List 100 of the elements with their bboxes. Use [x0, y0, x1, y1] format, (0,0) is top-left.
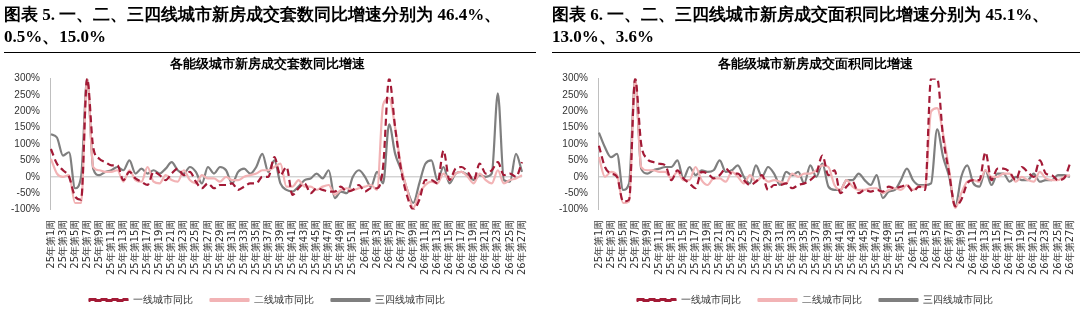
x-tick-label: 25年第7周	[80, 219, 92, 269]
x-tick-label: 26年第13周	[979, 219, 991, 275]
y-tick-label: 100%	[14, 137, 41, 149]
x-tick-label: 26年第1周	[906, 219, 918, 269]
x-tick-label: 25年第37周	[809, 219, 821, 275]
x-tick-label: 26年第27周	[515, 219, 527, 275]
x-tick-label: 25年第15周	[129, 219, 141, 275]
x-tick-label: 26年第23周	[491, 219, 503, 275]
x-tick-label: 25年第5周	[616, 219, 628, 269]
x-tick-label: 25年第41周	[834, 219, 846, 275]
x-tick-label: 25年第29周	[213, 219, 225, 275]
y-tick-label: 0%	[25, 170, 41, 182]
chart-subtitle: 各能级城市新房成交套数同比增速	[168, 56, 366, 72]
x-tick-label: 25年第19周	[153, 219, 165, 275]
x-tick-label: 26年第25周	[1051, 219, 1063, 275]
x-tick-label: 26年第15周	[443, 219, 455, 275]
x-tick-label: 25年第33周	[237, 219, 249, 275]
x-tick-label: 25年第51周	[894, 219, 906, 275]
x-tick-label: 26年第17周	[1003, 219, 1015, 275]
x-tick-label: 25年第13周	[664, 219, 676, 275]
x-tick-label: 26年第7周	[394, 219, 406, 269]
x-tick-label: 26年第5周	[382, 219, 394, 269]
y-tick-label: 100%	[562, 137, 589, 149]
x-tick-label: 26年第3周	[370, 219, 382, 269]
x-tick-label: 25年第35周	[249, 219, 261, 275]
y-tick-label: 50%	[19, 154, 41, 166]
x-tick-label: 26年第5周	[930, 219, 942, 269]
y-tick-label: -100%	[11, 203, 41, 215]
x-tick-label: 25年第5周	[68, 219, 80, 269]
x-tick-label: 25年第51周	[346, 219, 358, 275]
legend-label: 三四线城市同比	[374, 293, 445, 305]
x-tick-label: 26年第23周	[1039, 219, 1051, 275]
x-tick-label: 25年第47周	[870, 219, 882, 275]
x-tick-label: 25年第49周	[882, 219, 894, 275]
legend-label: 二线城市同比	[801, 293, 862, 305]
x-tick-label: 25年第45周	[310, 219, 322, 275]
x-tick-label: 25年第23周	[177, 219, 189, 275]
x-tick-label: 25年第21周	[165, 219, 177, 275]
x-tick-label: 25年第43周	[846, 219, 858, 275]
x-tick-label: 26年第19周	[467, 219, 479, 275]
y-tick-label: 150%	[562, 121, 589, 133]
chart-title: 图表 5. 一、二、三四线城市新房成交套数同比增速分别为 46.4%、0.5%、15.0%	[4, 4, 536, 53]
x-tick-label: 25年第9周	[640, 219, 652, 269]
x-tick-label: 26年第27周	[1063, 219, 1075, 275]
x-tick-label: 25年第27周	[749, 219, 761, 275]
x-tick-label: 25年第11周	[652, 219, 664, 275]
x-tick-label: 25年第33周	[785, 219, 797, 275]
x-tick-label: 25年第49周	[334, 219, 346, 275]
legend-label: 二线城市同比	[253, 293, 314, 305]
x-tick-label: 25年第29周	[761, 219, 773, 275]
x-tick-label: 25年第17周	[141, 219, 153, 275]
x-tick-label: 26年第9周	[954, 219, 966, 269]
y-tick-label: 250%	[562, 88, 589, 100]
y-tick-label: 0%	[573, 170, 589, 182]
x-tick-label: 25年第3周	[56, 219, 68, 269]
x-tick-label: 26年第21周	[1027, 219, 1039, 275]
x-tick-label: 26年第7周	[942, 219, 954, 269]
y-tick-label: 50%	[567, 154, 589, 166]
x-tick-label: 25年第7周	[628, 219, 640, 269]
x-tick-label: 26年第17周	[455, 219, 467, 275]
x-tick-label: 25年第39周	[274, 219, 286, 275]
y-tick-label: 200%	[562, 105, 589, 117]
y-tick-label: 250%	[14, 88, 41, 100]
x-tick-label: 25年第43周	[298, 219, 310, 275]
x-tick-label: 25年第25周	[189, 219, 201, 275]
x-tick-label: 25年第27周	[201, 219, 213, 275]
chart-title: 图表 6. 一、二、三四线城市新房成交面积同比增速分别为 45.1%、13.0%、3.6%	[552, 4, 1080, 53]
x-tick-label: 25年第15周	[677, 219, 689, 275]
x-tick-label: 25年第31周	[225, 219, 237, 275]
y-tick-label: 300%	[562, 72, 589, 84]
x-tick-label: 26年第21周	[479, 219, 491, 275]
x-tick-label: 25年第31周	[773, 219, 785, 275]
x-tick-label: 26年第11周	[966, 219, 978, 275]
x-tick-label: 25年第45周	[858, 219, 870, 275]
x-tick-label: 25年第41周	[286, 219, 298, 275]
x-tick-label: 25年第35周	[797, 219, 809, 275]
x-tick-label: 26年第1周	[358, 219, 370, 269]
x-tick-label: 25年第9周	[92, 219, 104, 269]
legend-label: 一线城市同比	[132, 293, 193, 305]
x-tick-label: 25年第17周	[689, 219, 701, 275]
x-tick-label: 25年第1周	[44, 219, 56, 269]
x-tick-label: 26年第3周	[918, 219, 930, 269]
x-tick-label: 25年第21周	[713, 219, 725, 275]
x-tick-label: 25年第37周	[261, 219, 273, 275]
x-tick-label: 26年第9周	[406, 219, 418, 269]
x-tick-label: 25年第23周	[725, 219, 737, 275]
y-tick-label: 150%	[14, 121, 41, 133]
x-tick-label: 26年第25周	[503, 219, 515, 275]
x-tick-label: 25年第39周	[822, 219, 834, 275]
x-tick-label: 25年第3周	[604, 219, 616, 269]
y-tick-label: -50%	[16, 186, 40, 198]
x-tick-label: 26年第19周	[1015, 219, 1027, 275]
x-tick-label: 26年第15周	[991, 219, 1003, 275]
x-tick-label: 25年第47周	[322, 219, 334, 275]
legend-label: 一线城市同比	[680, 293, 741, 305]
x-tick-label: 25年第1周	[592, 219, 604, 269]
legend-label: 三四线城市同比	[922, 293, 993, 305]
y-tick-label: -50%	[564, 186, 588, 198]
y-tick-label: 200%	[14, 105, 41, 117]
x-tick-label: 26年第11周	[418, 219, 430, 275]
